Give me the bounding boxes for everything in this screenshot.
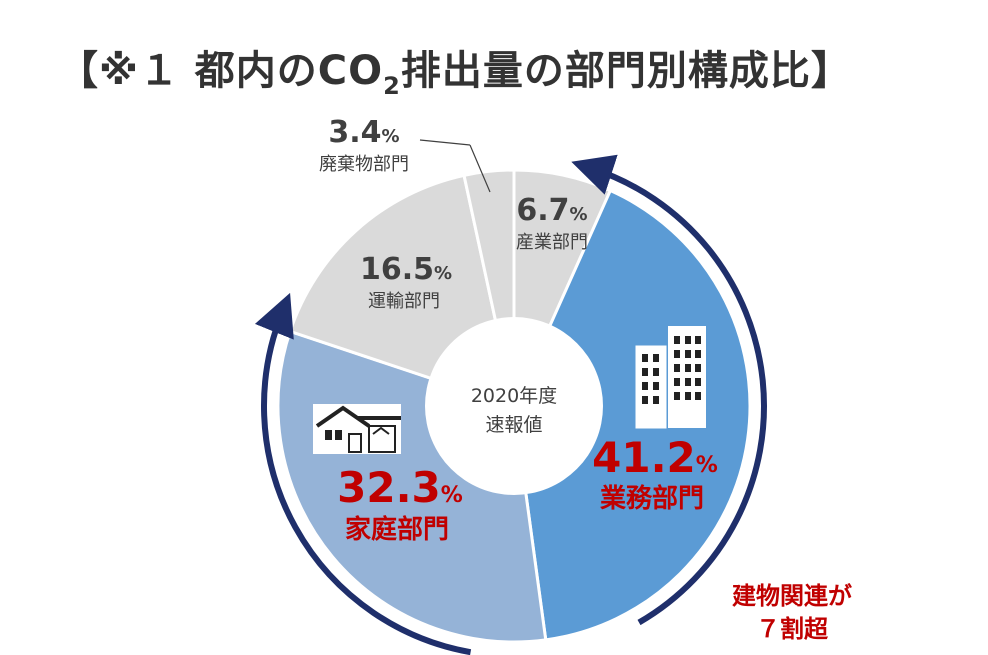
waste-unit: % [382, 126, 400, 147]
arrow-counterclockwise-up [254, 292, 472, 655]
label-waste: 3.4% 廃棄物部門 [319, 115, 409, 175]
house-icon [313, 404, 401, 454]
building-related-arrow [254, 154, 767, 655]
annotation-line1: 建物関連が [732, 582, 852, 610]
title-suffix: 排出量の部門別構成比】 [400, 48, 852, 94]
industry-unit: % [570, 204, 588, 225]
label-transport: 16.5% 運輸部門 [360, 252, 452, 312]
waste-leader-line [419, 139, 471, 146]
center-label-status: 速報値 [485, 414, 542, 436]
waste-value: 3.4 [328, 115, 381, 150]
household-label: 家庭部門 [345, 514, 449, 545]
label-household: 32.3% 家庭部門 [337, 463, 463, 545]
center-label-year: 2020年度 [471, 385, 557, 407]
title-prefix: 【※１ 都内のCO [58, 48, 384, 94]
title-subscript: 2 [383, 72, 401, 100]
arrow-clockwise-up [571, 154, 767, 626]
chart-title: 【※１ 都内のCO2排出量の部門別構成比】 [58, 38, 938, 100]
business-label: 業務部門 [600, 484, 704, 514]
industry-label: 産業部門 [516, 232, 588, 253]
office-building-icon [635, 326, 706, 429]
annotation-line2: ７割超 [756, 615, 829, 643]
label-industry: 6.7% 産業部門 [516, 193, 588, 253]
svg-text:6.7%: 6.7% [516, 193, 587, 228]
household-unit: % [441, 483, 463, 508]
household-value: 32.3 [337, 463, 441, 512]
svg-text:3.4%: 3.4% [328, 115, 399, 150]
donut-hole [425, 317, 603, 495]
svg-text:41.2%: 41.2% [592, 433, 718, 482]
transport-value: 16.5 [360, 252, 434, 287]
transport-unit: % [434, 263, 452, 284]
business-value: 41.2 [592, 433, 696, 482]
svg-text:16.5%: 16.5% [360, 252, 452, 287]
transport-label: 運輸部門 [368, 291, 440, 312]
donut-slice-1 [512, 188, 752, 642]
waste-label: 廃棄物部門 [319, 154, 409, 175]
svg-text:32.3%: 32.3% [337, 463, 463, 512]
label-business: 41.2% 業務部門 [592, 433, 718, 514]
waste-leader-line-2 [469, 144, 491, 193]
industry-value: 6.7 [516, 193, 569, 228]
business-unit: % [696, 453, 718, 478]
